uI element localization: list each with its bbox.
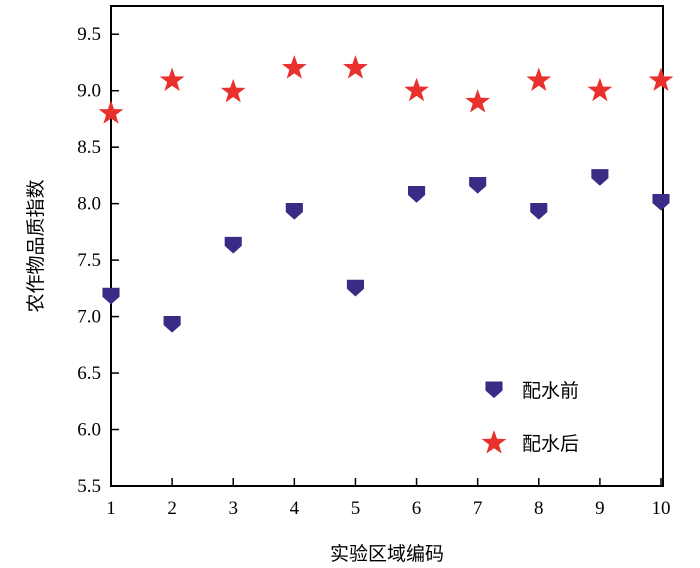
x-axis-title: 实验区域编码 (330, 543, 444, 565)
y-axis-title: 农作物品质指数 (25, 179, 47, 312)
y-tick-label-4: 7.5 (77, 250, 101, 271)
point-before-5 (346, 279, 364, 297)
point-after-9 (587, 77, 613, 102)
point-before-3 (224, 236, 242, 254)
legend-marker-after (481, 430, 507, 454)
y-tick-label-1: 6.0 (77, 420, 101, 441)
point-after-3 (220, 78, 246, 103)
legend-label-after: 配水后 (522, 433, 579, 455)
point-after-10 (648, 67, 674, 92)
point-before-2 (163, 315, 181, 333)
point-before-7 (469, 177, 487, 194)
y-tick-label-5: 8.0 (77, 194, 101, 215)
y-axis: 5.5 6.0 6.5 7.0 7.5 8.0 8.5 9.0 9.5 (77, 24, 119, 497)
y-tick-label-2: 6.5 (77, 363, 101, 384)
plot-frame (110, 5, 664, 487)
x-axis: 1 2 3 4 5 6 7 8 9 10 (106, 478, 671, 519)
legend-marker-before (485, 381, 503, 399)
x-tick-label-5: 6 (412, 498, 422, 519)
x-tick-label-8: 9 (595, 498, 605, 519)
legend: 配水前 配水后 (481, 380, 579, 455)
y-tick-label-7: 9.0 (77, 81, 101, 102)
x-tick-label-6: 7 (473, 498, 483, 519)
point-before-8 (530, 203, 548, 220)
point-after-4 (281, 55, 307, 79)
point-after-6 (404, 77, 429, 102)
point-before-4 (285, 203, 303, 220)
data-points (98, 55, 674, 333)
point-after-1 (98, 100, 124, 124)
x-tick-label-0: 1 (106, 498, 116, 519)
x-tick-label-9: 10 (652, 498, 671, 519)
y-tick-label-3: 7.0 (77, 307, 101, 328)
legend-label-before: 配水前 (522, 380, 579, 402)
x-tick-label-4: 5 (351, 498, 361, 519)
point-after-8 (526, 67, 552, 92)
x-tick-label-3: 4 (290, 498, 300, 519)
x-tick-label-2: 3 (228, 498, 238, 519)
point-before-9 (591, 169, 609, 186)
point-before-10 (652, 193, 670, 211)
x-tick-label-1: 2 (167, 498, 177, 519)
point-after-5 (343, 55, 368, 79)
y-tick-label-8: 9.5 (77, 24, 101, 45)
y-tick-label-0: 5.5 (77, 476, 101, 497)
y-tick-label-6: 8.5 (77, 137, 101, 158)
point-before-6 (408, 186, 426, 203)
x-tick-label-7: 8 (534, 498, 544, 519)
point-after-7 (465, 89, 491, 113)
point-before-1 (102, 287, 120, 305)
point-after-2 (159, 67, 185, 92)
